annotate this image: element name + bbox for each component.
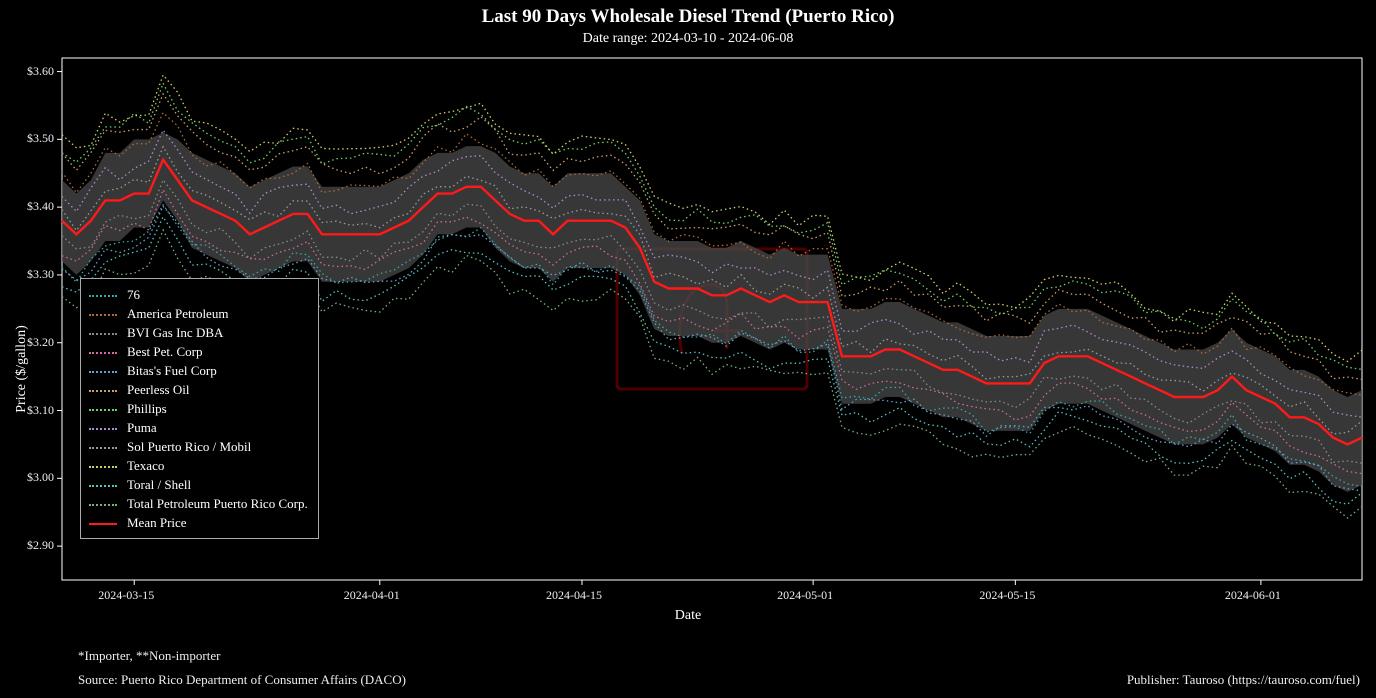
legend-label: Total Petroleum Puerto Rico Corp. — [127, 496, 308, 512]
legend-item: BVI Gas Inc DBA — [89, 323, 308, 342]
x-axis-label: Date — [675, 608, 701, 624]
legend-item: Puma — [89, 418, 308, 437]
xtick-label: 2024-04-01 — [344, 588, 400, 603]
ytick-label: $2.90 — [27, 538, 54, 553]
xtick-label: 2024-05-01 — [777, 588, 833, 603]
ytick-label: $3.00 — [27, 470, 54, 485]
legend-label: BVI Gas Inc DBA — [127, 325, 223, 341]
xtick-label: 2024-05-15 — [979, 588, 1035, 603]
xtick-label: 2024-06-01 — [1225, 588, 1281, 603]
legend-label: Mean Price — [127, 515, 187, 531]
legend-item: Texaco — [89, 456, 308, 475]
legend-item: 76 — [89, 285, 308, 304]
legend-item: Bitas's Fuel Corp — [89, 361, 308, 380]
legend-label: Phillips — [127, 401, 167, 417]
legend-item: America Petroleum — [89, 304, 308, 323]
ytick-label: $3.60 — [27, 64, 54, 79]
footnote-publisher: Publisher: Tauroso (https://tauroso.com/… — [1127, 672, 1360, 688]
legend-label: Bitas's Fuel Corp — [127, 363, 217, 379]
ytick-label: $3.40 — [27, 199, 54, 214]
legend-item: Best Pet. Corp — [89, 342, 308, 361]
footnote-source: Source: Puerto Rico Department of Consum… — [78, 672, 406, 688]
legend-item: Toral / Shell — [89, 475, 308, 494]
legend-label: 76 — [127, 287, 140, 303]
legend-label: Best Pet. Corp — [127, 344, 202, 360]
legend-item: Phillips — [89, 399, 308, 418]
ytick-label: $3.10 — [27, 403, 54, 418]
xtick-label: 2024-03-15 — [98, 588, 154, 603]
legend-label: Peerless Oil — [127, 382, 189, 398]
ytick-label: $3.30 — [27, 267, 54, 282]
ytick-label: $3.50 — [27, 131, 54, 146]
legend-label: Texaco — [127, 458, 164, 474]
legend-label: Toral / Shell — [127, 477, 191, 493]
xtick-label: 2024-04-15 — [546, 588, 602, 603]
legend-item: Peerless Oil — [89, 380, 308, 399]
legend-label: Puma — [127, 420, 157, 436]
legend-label: America Petroleum — [127, 306, 228, 322]
ytick-label: $3.20 — [27, 335, 54, 350]
legend-label: Sol Puerto Rico / Mobil — [127, 439, 251, 455]
legend: 76 America Petroleum BVI Gas Inc DBA Best P… — [80, 278, 319, 539]
legend-item: Mean Price — [89, 513, 308, 532]
legend-item: Total Petroleum Puerto Rico Corp. — [89, 494, 308, 513]
footnote-importer: *Importer, **Non-importer — [78, 648, 220, 664]
legend-item: Sol Puerto Rico / Mobil — [89, 437, 308, 456]
